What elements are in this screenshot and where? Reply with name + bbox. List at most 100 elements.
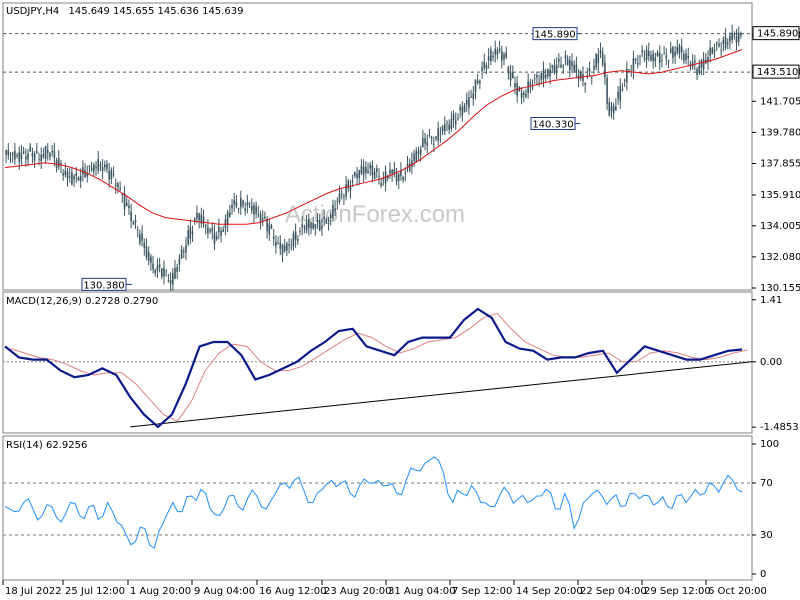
candle-body	[53, 150, 56, 159]
time-tick-label: 31 Aug 04:00	[388, 586, 455, 597]
rsi-label: RSI(14) 62.9256	[6, 440, 87, 451]
candle-body	[731, 32, 733, 41]
candle-body	[174, 268, 176, 279]
candle-body	[437, 128, 440, 141]
candle-body	[358, 170, 361, 178]
candle-body	[395, 174, 398, 182]
candle-body	[329, 214, 332, 218]
macd-pane	[2, 291, 753, 434]
candle-body	[158, 264, 161, 268]
candle-body	[647, 50, 650, 57]
candle-body	[268, 224, 271, 235]
price-tick-label: 130.155	[760, 283, 800, 294]
candle-body	[465, 100, 468, 105]
candle-body	[726, 42, 729, 45]
candle-body	[595, 54, 597, 68]
candle-body	[150, 256, 152, 263]
candle-body	[373, 171, 376, 179]
candle-body	[525, 93, 527, 97]
candle-body	[5, 149, 7, 155]
candle-body	[468, 96, 470, 108]
candle-body	[637, 62, 639, 65]
candle-body	[536, 74, 538, 78]
candle-body	[248, 203, 251, 205]
candle-body	[218, 226, 220, 232]
candle-body	[60, 163, 62, 166]
candle-body	[202, 216, 205, 225]
candle-body	[354, 172, 356, 176]
candle-body	[621, 89, 624, 91]
candle-body	[654, 57, 657, 61]
candle-body	[676, 47, 679, 53]
candle-body	[62, 173, 64, 176]
macd-trendline	[130, 361, 753, 428]
macd-axis: 1.41 0.00 -1.4853	[752, 295, 799, 433]
candle-body	[130, 211, 132, 222]
candle-body	[378, 176, 380, 177]
time-tick-label: 22 Sep 04:00	[580, 586, 647, 597]
candle-body	[700, 60, 703, 68]
candle-body	[386, 176, 389, 179]
price-annotation-label: 145.890	[534, 30, 575, 41]
candle-body	[90, 167, 93, 171]
candle-body	[283, 245, 286, 252]
candle-body	[733, 33, 736, 36]
candle-body	[422, 137, 424, 148]
candle-body	[147, 251, 150, 261]
candle-body	[551, 64, 554, 68]
candle-body	[275, 241, 277, 247]
candle-body	[255, 206, 257, 214]
price-tag-label: 143.510	[757, 67, 798, 78]
candle-body	[340, 193, 343, 195]
candle-body	[365, 167, 367, 173]
candle-body	[99, 164, 102, 167]
candle-body	[628, 69, 630, 70]
candle-body	[323, 217, 325, 220]
candle-body	[481, 67, 483, 71]
price-annotation-label: 140.330	[532, 120, 573, 131]
candle-body	[104, 164, 106, 168]
candle-body	[569, 60, 571, 71]
candle-body	[698, 65, 701, 73]
candle-body	[661, 60, 663, 61]
candle-body	[615, 106, 617, 111]
candle-body	[301, 224, 304, 228]
candle-body	[588, 68, 591, 72]
candle-body	[380, 182, 382, 186]
time-tick-label: 6 Oct 20:00	[708, 586, 767, 597]
candle-body	[678, 45, 681, 54]
candle-body	[29, 146, 32, 152]
candle-body	[97, 158, 100, 171]
macd-label: MACD(12,26,9) 0.2728 0.2790	[6, 296, 158, 307]
candle-body	[332, 204, 334, 219]
candle-body	[501, 51, 503, 61]
time-tick-label: 16 Aug 12:00	[259, 586, 326, 597]
candle-body	[720, 49, 722, 51]
candle-body	[253, 205, 255, 215]
candle-body	[9, 159, 12, 161]
candle-body	[244, 208, 246, 212]
candle-body	[533, 78, 536, 80]
candle-body	[187, 229, 189, 245]
price-tick-label: 135.910	[760, 190, 800, 201]
candle-body	[476, 80, 479, 84]
candle-body	[470, 96, 472, 98]
candle-body	[593, 66, 595, 70]
candle-body	[424, 138, 426, 144]
candle-body	[250, 206, 253, 211]
candle-body	[161, 268, 163, 277]
candle-body	[145, 246, 148, 258]
candle-body	[292, 233, 295, 246]
candle-body	[207, 227, 209, 234]
candle-body	[33, 153, 36, 161]
candle-body	[369, 164, 372, 169]
moving-average-line	[4, 49, 743, 225]
candle-body	[294, 231, 297, 240]
candle-body	[38, 158, 40, 160]
candle-body	[163, 267, 165, 277]
candle-body	[114, 184, 117, 187]
candle-body	[242, 200, 244, 206]
macd-tick-label: 1.41	[760, 295, 782, 306]
candle-body	[281, 244, 284, 255]
candle-body	[426, 142, 429, 146]
